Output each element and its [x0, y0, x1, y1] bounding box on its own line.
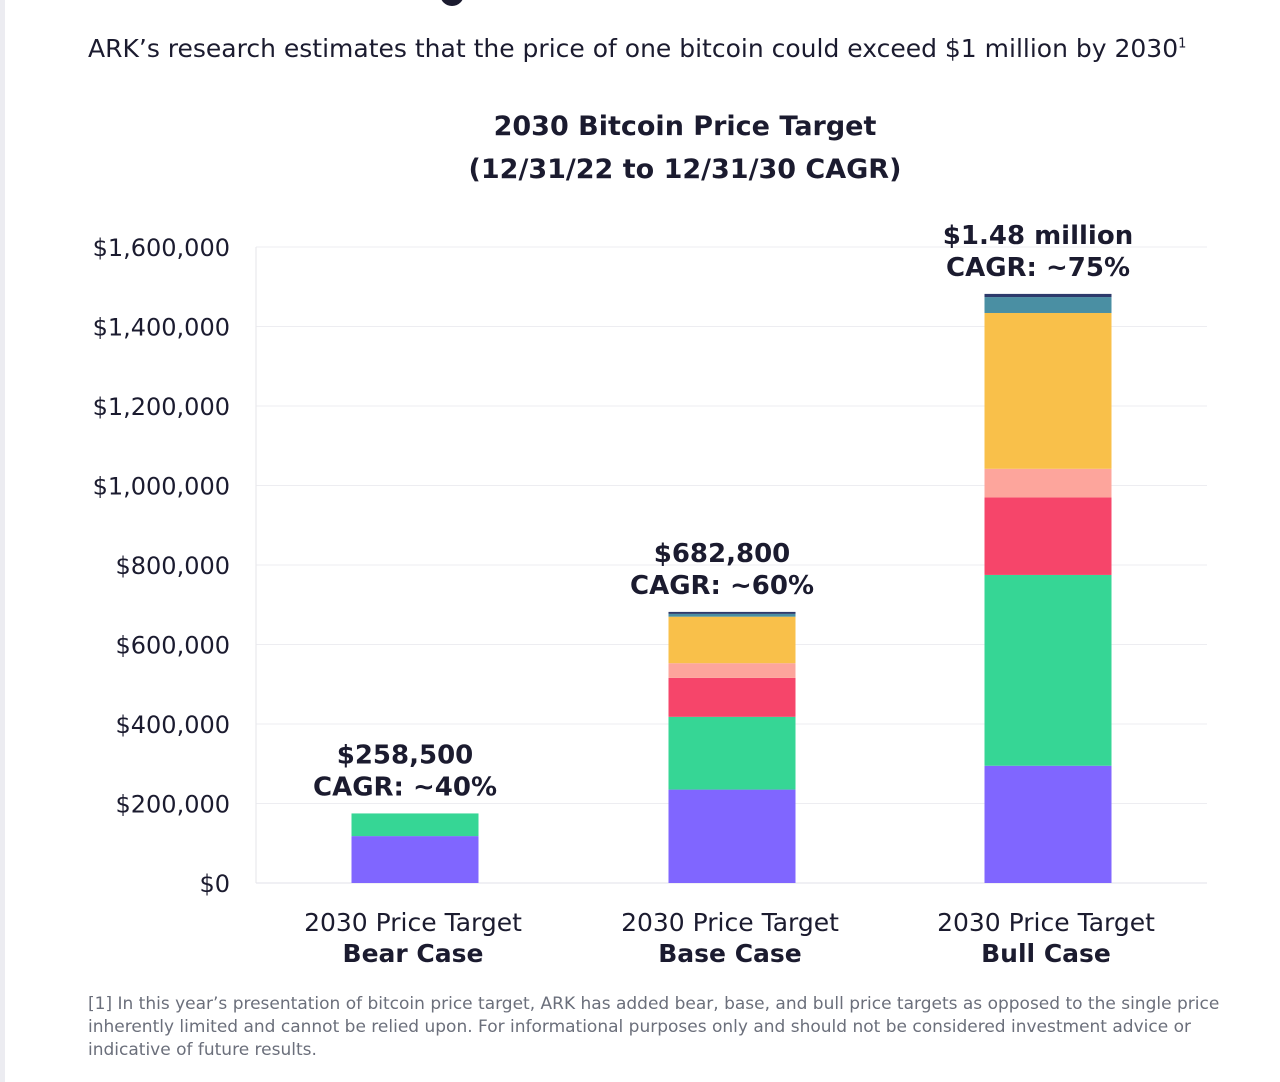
bar-segment: [984, 468, 1112, 498]
bar-cagr-label: CAGR: ~60%: [630, 571, 814, 601]
y-tick-label: $1,600,000: [93, 234, 230, 262]
x-tick-label: 2030 Price Target: [304, 908, 522, 937]
bar-cagr-label: CAGR: ~75%: [946, 253, 1130, 283]
left-edge-rule: [0, 0, 5, 1082]
bar-segment: [351, 813, 479, 837]
chart-subtitle: (12/31/22 to 12/31/30 CAGR): [469, 154, 902, 185]
chart-title: 2030 Bitcoin Price Target: [494, 111, 877, 142]
heading-glyph-fragment: [440, 0, 464, 6]
bar-segment: [668, 611, 796, 614]
x-tick-label: 2030 Price Target: [621, 908, 839, 937]
y-tick-label: $1,400,000: [93, 314, 230, 342]
bar-segment: [984, 765, 1112, 883]
x-tick-label: 2030 Price Target: [937, 908, 1155, 937]
bar-cagr-label: CAGR: ~40%: [313, 772, 497, 802]
bar-segment: [668, 677, 796, 717]
bar-segment: [351, 836, 479, 883]
y-tick-label: $400,000: [115, 711, 230, 739]
slide-subtitle: ARK’s research estimates that the price …: [88, 34, 1186, 63]
bar-total-label: $682,800: [654, 539, 791, 569]
bar-segment: [668, 716, 796, 790]
bar-segment: [668, 616, 796, 664]
footnote-line: indicative of future results.: [88, 1040, 317, 1060]
bar-segment: [984, 297, 1112, 313]
footnote-line: [1] In this year’s presentation of bitco…: [88, 994, 1220, 1014]
subtitle-footnote-mark: 1: [1178, 36, 1187, 52]
x-tick-label-case: Bull Case: [981, 939, 1111, 968]
y-tick-label: $800,000: [115, 552, 230, 580]
bar-total-label: $1.48 million: [943, 221, 1133, 251]
bar-total-label: $258,500: [337, 740, 474, 770]
bar-segment: [984, 574, 1112, 766]
bar-segment: [984, 293, 1112, 298]
x-tick-label-case: Base Case: [658, 939, 802, 968]
bar-segment: [668, 663, 796, 678]
y-tick-label: $1,000,000: [93, 473, 230, 501]
bar-segment: [668, 613, 796, 617]
bar-segment: [984, 497, 1112, 575]
bar-segment: [668, 789, 796, 883]
y-tick-label: $0: [199, 870, 230, 898]
x-tick-label-case: Bear Case: [343, 939, 484, 968]
y-tick-label: $600,000: [115, 632, 230, 660]
y-tick-label: $200,000: [115, 791, 230, 819]
bar-segment: [984, 312, 1112, 469]
subtitle-text: ARK’s research estimates that the price …: [88, 34, 1179, 63]
bitcoin-price-target-chart: 2030 Bitcoin Price Target (12/31/22 to 12…: [93, 111, 1207, 968]
y-tick-label: $1,200,000: [93, 393, 230, 421]
footnote-line: inherently limited and cannot be relied …: [88, 1017, 1191, 1037]
footnote: [1] In this year’s presentation of bitco…: [88, 993, 1280, 1062]
